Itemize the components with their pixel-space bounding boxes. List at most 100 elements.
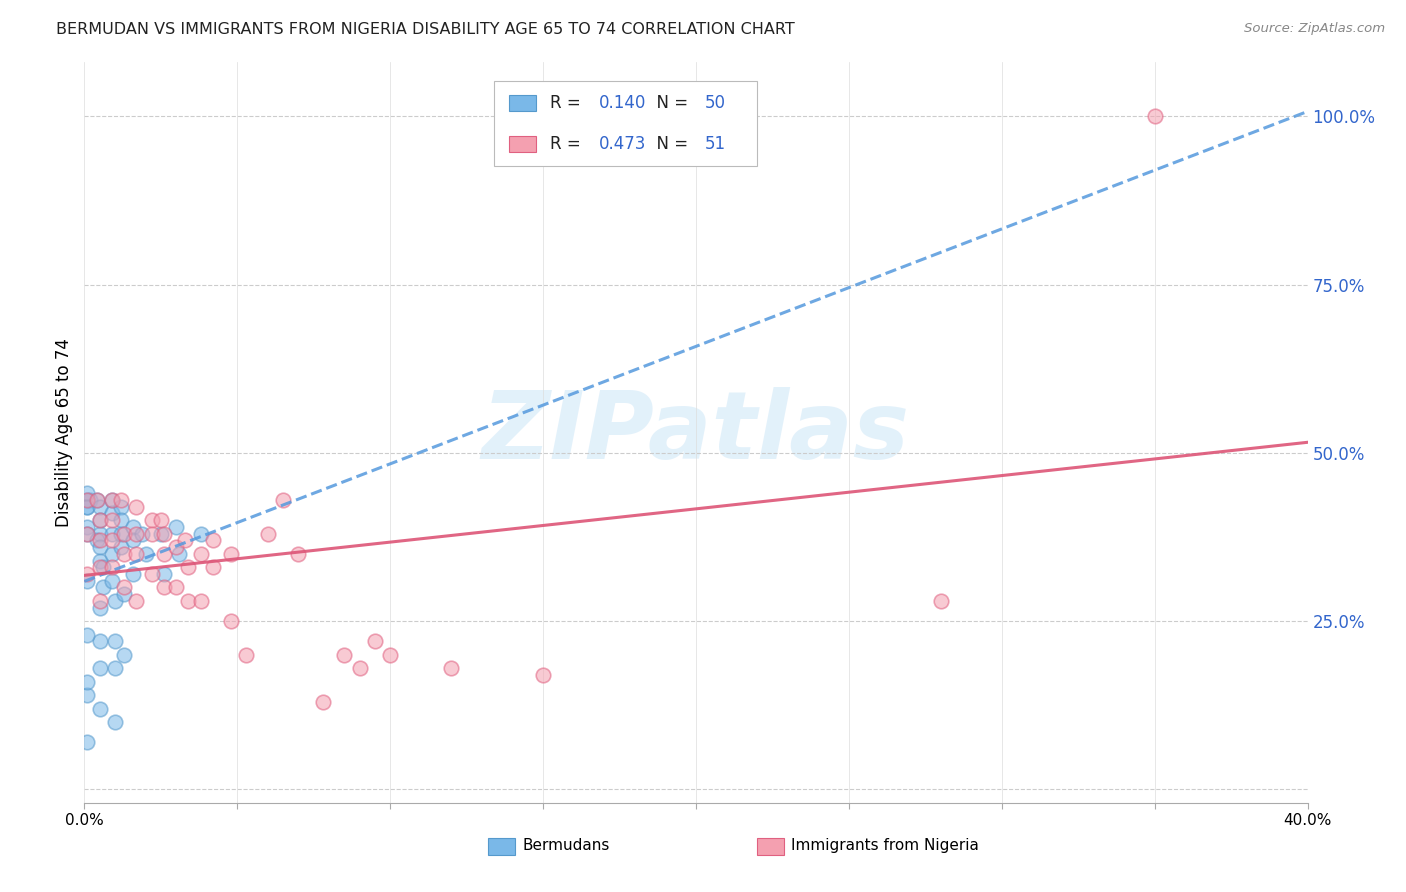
Point bbox=[271, 492, 294, 507]
Point bbox=[89, 701, 111, 715]
Point bbox=[101, 507, 124, 521]
Point bbox=[125, 526, 148, 541]
Point bbox=[76, 566, 98, 581]
Point bbox=[89, 533, 111, 548]
Point bbox=[86, 492, 108, 507]
Point bbox=[287, 547, 309, 561]
Point bbox=[76, 574, 98, 588]
Point bbox=[76, 486, 98, 500]
Point bbox=[167, 547, 190, 561]
Point bbox=[76, 688, 98, 702]
Point bbox=[76, 492, 98, 507]
Point bbox=[177, 594, 200, 608]
Point bbox=[104, 594, 127, 608]
Text: 50: 50 bbox=[704, 95, 725, 112]
Text: R =: R = bbox=[550, 135, 586, 153]
Point bbox=[91, 581, 114, 595]
Point bbox=[104, 634, 127, 648]
Point bbox=[380, 648, 402, 662]
Point bbox=[141, 566, 163, 581]
Point bbox=[190, 547, 212, 561]
FancyBboxPatch shape bbox=[509, 95, 536, 112]
Point bbox=[364, 634, 387, 648]
Point bbox=[101, 513, 124, 527]
Point bbox=[76, 526, 98, 541]
Point bbox=[76, 735, 98, 749]
Point bbox=[201, 533, 224, 548]
Point bbox=[122, 566, 145, 581]
Point bbox=[89, 594, 111, 608]
Point bbox=[112, 526, 135, 541]
Text: Bermudans: Bermudans bbox=[522, 838, 610, 854]
Text: Immigrants from Nigeria: Immigrants from Nigeria bbox=[792, 838, 979, 854]
Point bbox=[153, 526, 176, 541]
Point bbox=[531, 668, 554, 682]
Point bbox=[112, 587, 135, 601]
Point bbox=[89, 513, 111, 527]
Point bbox=[110, 500, 132, 514]
Point bbox=[219, 547, 242, 561]
Point bbox=[131, 526, 153, 541]
Text: Source: ZipAtlas.com: Source: ZipAtlas.com bbox=[1244, 22, 1385, 36]
Point bbox=[440, 661, 463, 675]
FancyBboxPatch shape bbox=[488, 838, 515, 855]
Text: 0.140: 0.140 bbox=[599, 95, 647, 112]
Point bbox=[165, 581, 187, 595]
Text: BERMUDAN VS IMMIGRANTS FROM NIGERIA DISABILITY AGE 65 TO 74 CORRELATION CHART: BERMUDAN VS IMMIGRANTS FROM NIGERIA DISA… bbox=[56, 22, 794, 37]
Point bbox=[89, 560, 111, 574]
Point bbox=[190, 526, 212, 541]
Point bbox=[235, 648, 257, 662]
Point bbox=[101, 526, 124, 541]
Point bbox=[333, 648, 356, 662]
Point bbox=[89, 526, 111, 541]
Point bbox=[110, 540, 132, 554]
Point bbox=[76, 500, 98, 514]
Point bbox=[89, 540, 111, 554]
Point bbox=[89, 500, 111, 514]
Point bbox=[89, 600, 111, 615]
Point bbox=[76, 674, 98, 689]
Point bbox=[86, 533, 108, 548]
Point bbox=[174, 533, 197, 548]
Point bbox=[141, 526, 163, 541]
Point bbox=[89, 634, 111, 648]
Point bbox=[110, 513, 132, 527]
FancyBboxPatch shape bbox=[758, 838, 785, 855]
Point bbox=[89, 553, 111, 567]
Y-axis label: Disability Age 65 to 74: Disability Age 65 to 74 bbox=[55, 338, 73, 527]
Point bbox=[141, 513, 163, 527]
Point bbox=[101, 533, 124, 548]
Point bbox=[101, 547, 124, 561]
Point bbox=[153, 566, 176, 581]
Point bbox=[112, 648, 135, 662]
Point bbox=[122, 520, 145, 534]
Point bbox=[125, 500, 148, 514]
Point bbox=[76, 520, 98, 534]
Point bbox=[79, 492, 101, 507]
Point bbox=[86, 492, 108, 507]
Point bbox=[257, 526, 280, 541]
Point bbox=[349, 661, 371, 675]
Point bbox=[125, 547, 148, 561]
Point bbox=[201, 560, 224, 574]
Point bbox=[929, 594, 952, 608]
Point bbox=[104, 714, 127, 729]
Point bbox=[135, 547, 157, 561]
Point bbox=[101, 492, 124, 507]
Point bbox=[76, 526, 98, 541]
Point bbox=[149, 513, 172, 527]
Point bbox=[76, 627, 98, 641]
Point bbox=[122, 533, 145, 548]
Point bbox=[190, 594, 212, 608]
FancyBboxPatch shape bbox=[494, 81, 758, 166]
Point bbox=[125, 594, 148, 608]
Point bbox=[101, 560, 124, 574]
Point bbox=[219, 614, 242, 628]
Text: 51: 51 bbox=[704, 135, 725, 153]
Text: ZIPatlas: ZIPatlas bbox=[482, 386, 910, 479]
Point bbox=[165, 520, 187, 534]
Point bbox=[149, 526, 172, 541]
Point bbox=[101, 492, 124, 507]
Point bbox=[112, 581, 135, 595]
Point bbox=[110, 492, 132, 507]
